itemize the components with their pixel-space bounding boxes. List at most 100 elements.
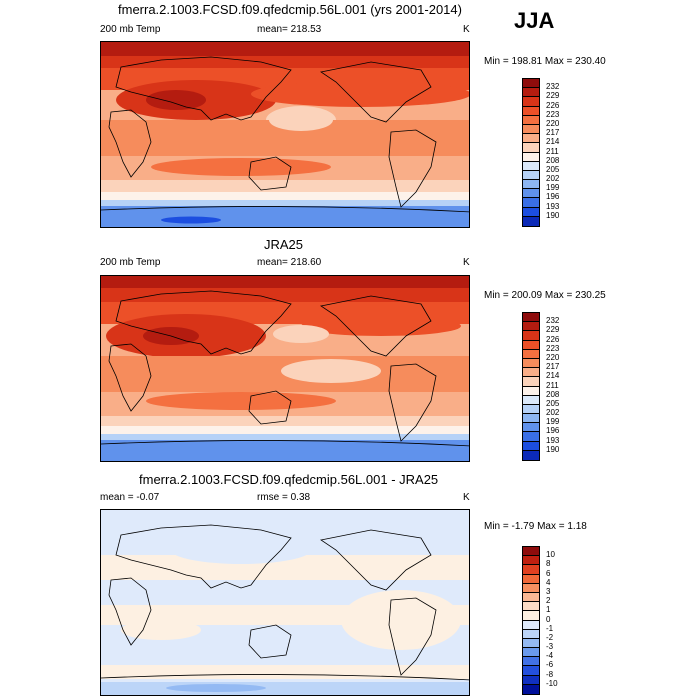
colorbar-segment <box>523 349 539 359</box>
colorbar-tick-label: -3 <box>546 642 554 652</box>
colorbar-segment <box>523 124 539 135</box>
panel-1-title: fmerra.2.1003.FCSD.f09.qfedcmip.56L.001 … <box>118 2 462 17</box>
colorbar-tick-label: 211 <box>546 380 559 390</box>
panel-3-title: fmerra.2.1003.FCSD.f09.qfedcmip.56L.001 … <box>139 472 439 487</box>
colorbar-segment <box>523 331 539 341</box>
colorbar-tick-label: 223 <box>546 109 560 119</box>
colorbar-segment <box>523 666 539 676</box>
colorbar-tick-label: 229 <box>546 325 560 335</box>
colorbar-segment <box>523 423 539 433</box>
panel-2-colorbar <box>522 312 540 461</box>
colorbar-tick-label: -8 <box>546 669 554 679</box>
colorbar-tick-label: 205 <box>546 398 560 408</box>
panel-3-mean-label: mean = -0.07 <box>100 492 160 503</box>
panel-1-colorbar <box>522 78 540 227</box>
colorbar-tick-label: 196 <box>546 192 560 202</box>
colorbar-segment <box>523 106 539 116</box>
colorbar-tick-label: 223 <box>546 343 560 353</box>
colorbar-tick-label: 208 <box>546 155 560 165</box>
colorbar-tick-label: -10 <box>546 678 558 688</box>
panel-1-map <box>100 41 470 228</box>
colorbar-tick-label: 202 <box>546 174 560 184</box>
colorbar-tick-label: 232 <box>546 316 560 326</box>
colorbar-segment <box>523 583 539 593</box>
colorbar-segment <box>523 432 539 442</box>
colorbar-tick-label: 1 <box>546 605 551 615</box>
panel-2-map <box>100 275 470 462</box>
colorbar-segment <box>523 547 539 557</box>
colorbar-segment <box>523 684 539 694</box>
colorbar-tick-label: -2 <box>546 632 554 642</box>
colorbar-tick-label: 4 <box>546 577 551 587</box>
colorbar-segment <box>523 368 539 378</box>
colorbar-segment <box>523 189 539 199</box>
colorbar-segment <box>523 404 539 415</box>
colorbar-segment <box>523 629 539 639</box>
colorbar-segment <box>523 565 539 575</box>
colorbar-segment <box>523 143 539 153</box>
colorbar-segment <box>523 657 539 667</box>
panel-1-minmax: Min = 198.81 Max = 230.40 <box>484 56 606 67</box>
panel-1-mean-label: mean= 218.53 <box>257 24 322 35</box>
panel-1-units: K <box>463 24 470 35</box>
panel-1-contour-plot <box>101 42 469 227</box>
colorbar-segment <box>523 79 539 89</box>
colorbar-tick-label: 0 <box>546 614 551 624</box>
colorbar-segment <box>523 170 539 181</box>
colorbar-tick-label: 220 <box>546 352 560 362</box>
colorbar-segment <box>523 134 539 144</box>
colorbar-segment <box>523 198 539 208</box>
season-label: JJA <box>514 8 555 33</box>
colorbar-tick-label: 205 <box>546 164 560 174</box>
panel-2-units: K <box>463 257 470 268</box>
colorbar-segment <box>523 340 539 350</box>
colorbar-tick-label: 217 <box>546 362 560 372</box>
colorbar-segment <box>523 395 539 405</box>
panel-3-colorbar <box>522 546 540 695</box>
colorbar-tick-label: 199 <box>546 417 560 427</box>
panel-3-units: K <box>463 492 470 503</box>
colorbar-tick-label: 220 <box>546 118 560 128</box>
colorbar-tick-label: -6 <box>546 660 554 670</box>
colorbar-tick-label: 196 <box>546 426 560 436</box>
colorbar-segment <box>523 313 539 323</box>
colorbar-tick-label: 226 <box>546 334 560 344</box>
colorbar-segment <box>523 620 539 630</box>
colorbar-tick-label: 214 <box>546 137 560 147</box>
colorbar-segment <box>523 386 539 396</box>
colorbar-segment <box>523 602 539 612</box>
colorbar-segment <box>523 115 539 125</box>
colorbar-tick-label: 208 <box>546 389 560 399</box>
colorbar-tick-label: 211 <box>546 146 559 156</box>
colorbar-segment <box>523 648 539 658</box>
colorbar-tick-label: 190 <box>546 444 560 454</box>
panel-1-variable-label: 200 mb Temp <box>100 24 161 35</box>
panel-3-rmse-label: rmse = 0.38 <box>257 492 311 503</box>
colorbar-segment <box>523 556 539 566</box>
colorbar-tick-label: 193 <box>546 435 560 445</box>
panel-3-map <box>100 509 470 696</box>
colorbar-tick-label: 2 <box>546 596 551 606</box>
colorbar-tick-label: 229 <box>546 91 560 101</box>
panel-2-minmax: Min = 200.09 Max = 230.25 <box>484 290 606 301</box>
colorbar-tick-label: 10 <box>546 550 555 560</box>
panel-2-title: JRA25 <box>264 237 304 252</box>
panel-2-mean-label: mean= 218.60 <box>257 257 322 268</box>
colorbar-segment <box>523 358 539 369</box>
colorbar-segment <box>523 216 539 226</box>
panel-2-variable-label: 200 mb Temp <box>100 257 161 268</box>
panel-2-contour-plot <box>101 276 469 461</box>
colorbar-tick-label: 214 <box>546 371 560 381</box>
colorbar-segment <box>523 574 539 584</box>
colorbar-segment <box>523 675 539 685</box>
colorbar-segment <box>523 97 539 107</box>
colorbar-tick-label: 199 <box>546 183 560 193</box>
colorbar-segment <box>523 152 539 162</box>
colorbar-tick-label: 217 <box>546 128 560 138</box>
colorbar-tick-label: 232 <box>546 82 560 92</box>
colorbar-tick-label: 190 <box>546 210 560 220</box>
colorbar-segment <box>523 322 539 332</box>
colorbar-tick-label: 6 <box>546 568 551 578</box>
colorbar-tick-label: 202 <box>546 408 560 418</box>
colorbar-segment <box>523 180 539 190</box>
